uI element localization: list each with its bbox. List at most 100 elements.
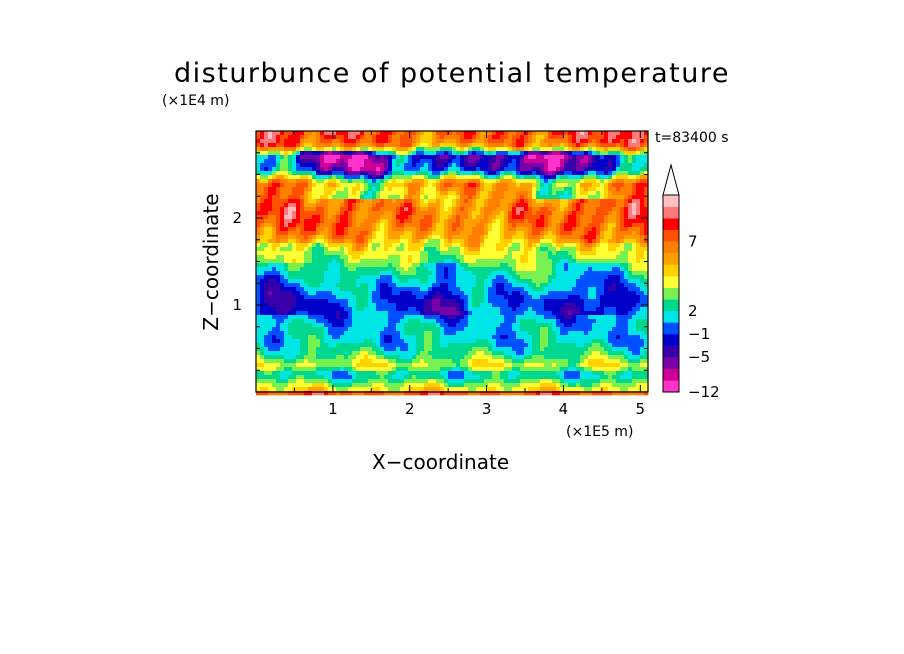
heatmap-cell: [572, 143, 577, 148]
heatmap-cell: [496, 195, 501, 200]
heatmap-cell: [564, 287, 569, 292]
heatmap-cell: [316, 219, 321, 224]
heatmap-cell: [400, 287, 405, 292]
heatmap-cell: [268, 131, 273, 136]
heatmap-cell: [512, 163, 517, 168]
heatmap-cell: [600, 223, 605, 228]
heatmap-cell: [448, 155, 453, 160]
heatmap-cell: [600, 319, 605, 324]
heatmap-cell: [448, 295, 453, 300]
heatmap-cell: [500, 175, 505, 180]
heatmap-cell: [644, 183, 649, 188]
heatmap-cell: [256, 203, 261, 208]
heatmap-cell: [268, 195, 273, 200]
heatmap-cell: [264, 259, 269, 264]
heatmap-cell: [520, 303, 525, 308]
heatmap-cell: [620, 143, 625, 148]
heatmap-cell: [564, 215, 569, 220]
heatmap-cell: [384, 255, 389, 260]
heatmap-cell: [580, 239, 585, 244]
heatmap-cell: [268, 303, 273, 308]
heatmap-cell: [292, 327, 297, 332]
heatmap-cell: [516, 255, 521, 260]
heatmap-cell: [412, 195, 417, 200]
heatmap-cell: [500, 183, 505, 188]
heatmap-cell: [584, 323, 589, 328]
heatmap-cell: [272, 315, 277, 320]
heatmap-cell: [544, 251, 549, 256]
heatmap-cell: [512, 195, 517, 200]
heatmap-cell: [272, 231, 277, 236]
heatmap-cell: [576, 139, 581, 144]
heatmap-cell: [532, 219, 537, 224]
heatmap-cell: [644, 223, 649, 228]
heatmap-cell: [268, 163, 273, 168]
heatmap-cell: [528, 143, 533, 148]
heatmap-cell: [524, 303, 529, 308]
heatmap-cell: [640, 307, 645, 312]
heatmap-cell: [492, 227, 497, 232]
heatmap-cell: [264, 331, 269, 336]
heatmap-cell: [400, 271, 405, 276]
heatmap-cell: [612, 227, 617, 232]
heatmap-cell: [556, 219, 561, 224]
heatmap-cell: [384, 175, 389, 180]
heatmap-cell: [432, 219, 437, 224]
heatmap-cell: [404, 223, 409, 228]
heatmap-cell: [444, 331, 449, 336]
heatmap-cell: [312, 171, 317, 176]
heatmap-cell: [612, 143, 617, 148]
heatmap-cell: [264, 163, 269, 168]
heatmap-cell: [556, 167, 561, 172]
heatmap-cell: [552, 191, 557, 196]
heatmap-cell: [420, 315, 425, 320]
heatmap-cell: [360, 279, 365, 284]
heatmap-cell: [608, 251, 613, 256]
heatmap-cell: [420, 243, 425, 248]
heatmap-cell: [584, 275, 589, 280]
heatmap-cell: [256, 175, 261, 180]
heatmap-cell: [348, 163, 353, 168]
heatmap-cell: [272, 155, 277, 160]
heatmap-cell: [392, 331, 397, 336]
heatmap-cell: [336, 223, 341, 228]
heatmap-cell: [424, 207, 429, 212]
heatmap-cell: [568, 323, 573, 328]
heatmap-cell: [340, 239, 345, 244]
heatmap-cell: [604, 199, 609, 204]
heatmap-cell: [544, 287, 549, 292]
heatmap-cell: [468, 207, 473, 212]
heatmap-cell: [628, 159, 633, 164]
heatmap-cell: [400, 291, 405, 296]
heatmap-cell: [420, 203, 425, 208]
heatmap-cell: [600, 187, 605, 192]
heatmap-cell: [532, 299, 537, 304]
heatmap-cell: [628, 267, 633, 272]
heatmap-cell: [596, 275, 601, 280]
heatmap-cell: [288, 279, 293, 284]
heatmap-cell: [448, 215, 453, 220]
heatmap-cell: [580, 151, 585, 156]
heatmap-cell: [376, 215, 381, 220]
heatmap-cell: [368, 315, 373, 320]
heatmap-cell: [556, 295, 561, 300]
heatmap-cell: [276, 143, 281, 148]
heatmap-cell: [532, 291, 537, 296]
heatmap-cell: [624, 239, 629, 244]
heatmap-cell: [344, 211, 349, 216]
heatmap-cell: [604, 239, 609, 244]
heatmap-cell: [308, 303, 313, 308]
heatmap-cell: [476, 247, 481, 252]
heatmap-cell: [508, 287, 513, 292]
heatmap-cell: [440, 215, 445, 220]
heatmap-cell: [428, 199, 433, 204]
heatmap-cell: [568, 171, 573, 176]
heatmap-cell: [536, 167, 541, 172]
heatmap-cell: [536, 227, 541, 232]
heatmap-cell: [608, 195, 613, 200]
heatmap-cell: [316, 255, 321, 260]
heatmap-cell: [392, 219, 397, 224]
heatmap-cell: [572, 147, 577, 152]
heatmap-cell: [632, 259, 637, 264]
heatmap-cell: [432, 223, 437, 228]
